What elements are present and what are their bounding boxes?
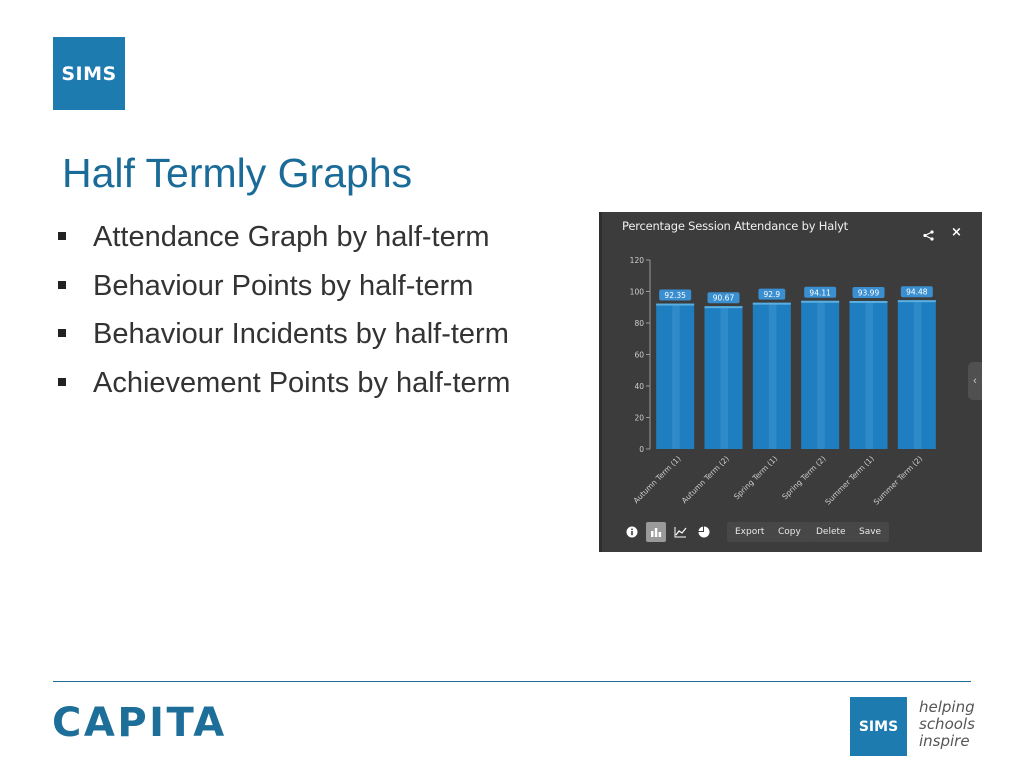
x-tick-label: Autumn Term (1): [632, 454, 683, 505]
bar-top-edge: [849, 300, 888, 303]
bar-top-edge: [704, 306, 743, 309]
bar-highlight: [817, 300, 825, 449]
data-label: 93.99: [858, 288, 880, 297]
delete-button[interactable]: Delete: [808, 522, 854, 542]
sims-logo: SIMS: [53, 37, 125, 110]
bullet-square-icon: [58, 280, 66, 289]
footer-divider: [53, 681, 971, 682]
bullet-text: Achievement Points by half-term: [93, 366, 511, 399]
data-label-bg: [900, 286, 933, 298]
close-icon[interactable]: ×: [951, 225, 962, 240]
save-button[interactable]: Save: [851, 522, 890, 542]
bar-top-edge: [801, 300, 840, 303]
data-label-bg: [707, 292, 740, 304]
chart-panel-title: Percentage Session Attendance by Halyt: [622, 219, 848, 233]
bar-highlight: [865, 300, 874, 449]
data-label: 94.48: [906, 288, 928, 297]
y-tick-label: 100: [630, 288, 645, 297]
y-tick-label: 80: [634, 319, 644, 328]
data-label-bg: [758, 288, 786, 300]
x-tick-label: Spring Term (1): [732, 454, 779, 501]
y-tick-label: 40: [634, 382, 644, 391]
bullet-square-icon: [58, 329, 66, 338]
bullet-item: Achievement Points by half-term: [58, 363, 510, 412]
y-tick-label: 20: [634, 414, 644, 423]
tagline-line: schools: [919, 715, 975, 733]
bullet-text: Behaviour Incidents by half-term: [93, 318, 509, 351]
bar-top-edge: [656, 303, 695, 306]
x-tick-label: Summer Term (2): [872, 454, 925, 507]
line-chart-icon[interactable]: [670, 522, 690, 542]
export-button[interactable]: Export: [727, 522, 773, 542]
data-label: 94.11: [809, 288, 831, 297]
capita-logo: CAPITA: [52, 700, 227, 746]
data-label: 90.67: [713, 294, 735, 303]
attendance-bar-chart: 0 20 40 60 80 100 120 92.35 Autumn Term (1) 90.67…: [630, 256, 936, 507]
data-label: 92.9: [763, 290, 780, 299]
bullet-text: Behaviour Points by half-term: [93, 269, 474, 302]
collapse-tab[interactable]: ‹: [968, 362, 982, 400]
chart-toolbar: Export Copy Delete Save: [602, 522, 982, 544]
y-tick-label: 0: [639, 445, 644, 454]
tagline-line: inspire: [919, 732, 970, 750]
bar-highlight: [672, 303, 680, 449]
bar-top-edge: [897, 300, 936, 303]
data-label-bg: [852, 286, 885, 298]
bar-highlight: [913, 300, 922, 449]
bullet-text: Attendance Graph by half-term: [93, 221, 490, 253]
data-label: 92.35: [664, 291, 686, 300]
sims-logo-text: SIMS: [61, 62, 117, 85]
x-tick-label: Spring Term (2): [780, 454, 827, 501]
bullet-item: Attendance Graph by half-term: [58, 217, 510, 266]
chart-panel: 0 20 40 60 80 100 120 92.35 Autumn Term (1) 90.67…: [599, 212, 982, 552]
sims-footer-logo-text: SIMS: [858, 718, 899, 735]
info-icon[interactable]: [622, 522, 642, 542]
bar-highlight: [768, 302, 777, 449]
x-tick-label: Summer Term (1): [823, 454, 876, 507]
share-icon[interactable]: [923, 228, 934, 246]
bar-top-edge: [752, 302, 791, 305]
y-tick-label: 60: [634, 351, 644, 360]
bar-highlight: [720, 306, 729, 449]
bullet-item: Behaviour Incidents by half-term: [58, 314, 510, 363]
sims-footer-logo: SIMS: [850, 697, 907, 756]
tagline-line: helping: [919, 698, 975, 716]
data-label-bg: [659, 289, 692, 301]
bullet-item: Behaviour Points by half-term: [58, 266, 510, 315]
bullet-square-icon: [58, 232, 66, 240]
tagline: helping schools inspire: [919, 699, 975, 750]
bullet-square-icon: [58, 377, 66, 386]
page-title: Half Termly Graphs: [62, 150, 413, 196]
bar-chart-icon[interactable]: [646, 522, 666, 542]
data-label-bg: [804, 286, 837, 298]
pie-chart-icon[interactable]: [694, 522, 714, 542]
chevron-left-icon: ‹: [973, 375, 977, 387]
bullet-list: Attendance Graph by half-term Behaviour …: [58, 217, 510, 411]
x-tick-label: Autumn Term (2): [680, 454, 731, 505]
y-tick-label: 120: [630, 256, 645, 265]
copy-button[interactable]: Copy: [770, 522, 809, 542]
